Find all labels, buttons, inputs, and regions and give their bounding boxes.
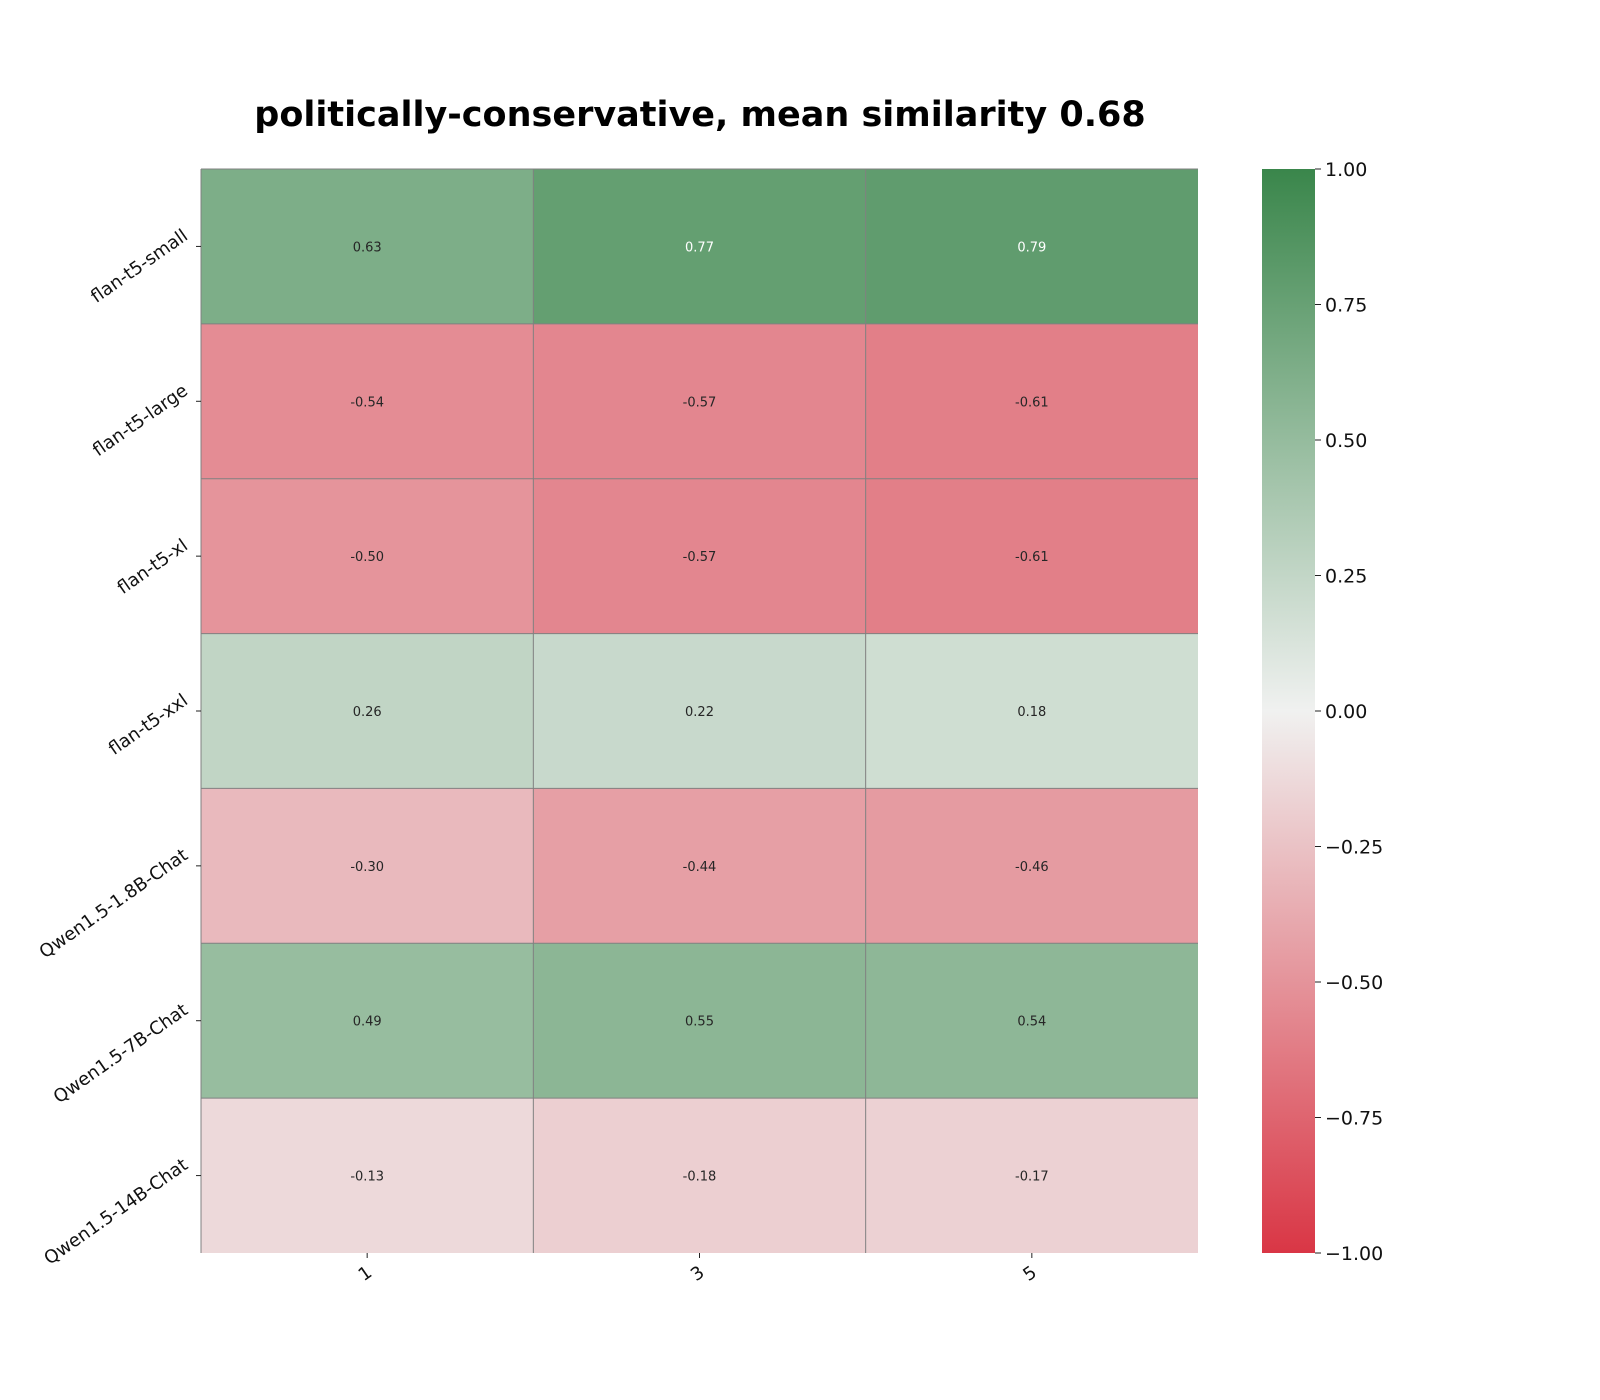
- heatmap-cell: [533, 323, 866, 479]
- colorbar-tick-label: 1.00: [1325, 159, 1367, 181]
- heatmap-cell-label: -0.30: [350, 860, 384, 875]
- x-tick-label: 5: [1019, 1262, 1040, 1286]
- heatmap-cell: [533, 1098, 866, 1253]
- y-axis: flan-t5-small flan-t5-large flan-t5-xl flan…: [36, 225, 201, 1269]
- heatmap-cell: [865, 1098, 1198, 1253]
- heatmap-cell: [533, 478, 866, 634]
- heatmap-cell: [865, 788, 1198, 944]
- heatmap-cells: [201, 169, 1198, 1253]
- y-tick-label: flan-t5-xxl: [105, 690, 192, 760]
- heatmap-cell-label: -0.61: [1015, 395, 1049, 410]
- heatmap-cell: [201, 1098, 534, 1253]
- y-tick-label: flan-t5-xl: [114, 535, 192, 599]
- colorbar-gradient: [1262, 169, 1315, 1253]
- heatmap-cell: [865, 169, 1198, 324]
- heatmap-cell-label: -0.50: [350, 550, 384, 565]
- heatmap-cell-label: -0.13: [350, 1170, 384, 1185]
- heatmap-cell-label: 0.49: [353, 1015, 382, 1030]
- x-tick-label: 3: [687, 1262, 708, 1286]
- colorbar-tick-label: −1.00: [1325, 1243, 1383, 1265]
- heatmap-cell-label: -0.46: [1015, 860, 1049, 875]
- colorbar-tick-label: −0.25: [1325, 837, 1383, 859]
- heatmap-cell-label: 0.26: [353, 705, 382, 720]
- colorbar: 1.00 0.75 0.50 0.25 0.00 −0.25 −0.50 −0.75 −1.00: [1262, 159, 1383, 1265]
- heatmap-cell: [865, 323, 1198, 479]
- heatmap-cell-label: -0.61: [1015, 550, 1049, 565]
- heatmap-cell: [201, 323, 534, 479]
- chart-title: politically-conservative, mean similarit…: [254, 95, 1145, 135]
- heatmap-cell-label: 0.63: [353, 240, 382, 255]
- heatmap-cell: [865, 943, 1198, 1099]
- heatmap-cell-label: -0.18: [683, 1170, 717, 1185]
- heatmap-cell: [201, 478, 534, 634]
- colorbar-tick-label: −0.75: [1325, 1108, 1383, 1130]
- colorbar-tick-label: 0.25: [1325, 566, 1367, 588]
- heatmap-cell: [865, 633, 1198, 789]
- heatmap-cell-label: -0.54: [350, 395, 384, 410]
- heatmap-cell-labels: 0.63 0.77 0.79 -0.54 -0.57 -0.61 -0.50 -0.57 -0.…: [350, 240, 1048, 1184]
- colorbar-tick-label: −0.50: [1325, 972, 1383, 994]
- heatmap-cell: [533, 633, 866, 789]
- heatmap-gridlines: [200, 168, 1198, 1253]
- heatmap-cell: [865, 478, 1198, 634]
- heatmap-cell: [201, 633, 534, 789]
- heatmap-cell-label: 0.54: [1017, 1015, 1046, 1030]
- heatmap-cell-label: -0.17: [1015, 1170, 1049, 1185]
- heatmap-cell-label: 0.77: [685, 240, 714, 255]
- heatmap-cell-label: -0.57: [683, 395, 717, 410]
- heatmap-cell-label: -0.57: [683, 550, 717, 565]
- y-tick-label: flan-t5-large: [89, 380, 192, 461]
- x-axis: 1 3 5: [355, 1253, 1041, 1286]
- heatmap-cell: [533, 943, 866, 1099]
- heatmap-cell: [201, 169, 534, 324]
- y-tick-label: flan-t5-small: [87, 225, 192, 307]
- heatmap-cell-label: 0.55: [685, 1015, 714, 1030]
- heatmap-cell: [201, 788, 534, 944]
- y-tick-label: Qwen1.5-7B-Chat: [50, 1000, 192, 1108]
- y-tick-label: Qwen1.5-14B-Chat: [40, 1154, 192, 1269]
- heatmap-cell-label: 0.79: [1017, 240, 1046, 255]
- y-tick-label: Qwen1.5-1.8B-Chat: [36, 845, 192, 963]
- colorbar-tick-label: 0.75: [1325, 295, 1367, 317]
- heatmap-cell-label: 0.18: [1017, 705, 1046, 720]
- colorbar-tick-label: 0.00: [1325, 701, 1367, 723]
- heatmap-cell: [533, 169, 866, 324]
- heatmap-cell-label: 0.22: [685, 705, 714, 720]
- colorbar-tick-label: 0.50: [1325, 430, 1367, 452]
- heatmap-cell-label: -0.44: [683, 860, 717, 875]
- heatmap-cell: [201, 943, 534, 1099]
- x-tick-label: 1: [355, 1262, 376, 1286]
- heatmap-cell: [533, 788, 866, 944]
